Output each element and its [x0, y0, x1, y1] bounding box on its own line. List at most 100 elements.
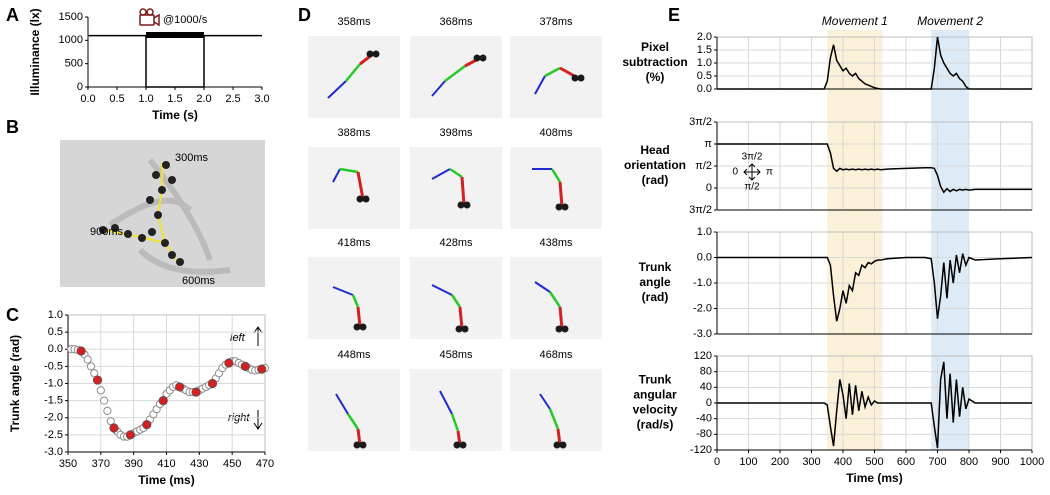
y-tick-label: 80 — [700, 366, 712, 378]
y-axis-title: (rad) — [642, 173, 669, 187]
frame-label: 378ms — [539, 16, 573, 28]
x-tick-label: 300 — [802, 456, 820, 468]
stick-segment — [456, 430, 462, 446]
frame-image — [410, 369, 502, 451]
body-blob — [555, 325, 563, 333]
y-tick-label: -1.0 — [693, 277, 712, 289]
y-axis-title: (%) — [646, 70, 665, 84]
frame-label: 468ms — [539, 349, 573, 361]
stick-segment — [346, 413, 360, 430]
recording-bar — [146, 32, 204, 38]
x-tick-label: 500 — [865, 456, 883, 468]
body-blob — [457, 201, 465, 209]
highlight-point — [125, 430, 135, 440]
stick-segment — [356, 428, 362, 446]
x-tick-label: 400 — [834, 456, 852, 468]
stick-segment — [534, 281, 551, 293]
y-tick-label: 0.5 — [48, 326, 63, 338]
body-blob — [356, 195, 364, 203]
y-tick-label: 0.0 — [48, 343, 63, 355]
body-blob — [455, 325, 463, 333]
frame-image — [410, 36, 502, 118]
highlight-point — [158, 396, 168, 406]
x-tick-label: 100 — [739, 456, 757, 468]
body-blob — [353, 323, 361, 331]
stick-segment — [356, 306, 362, 328]
y-tick-label: 0 — [706, 397, 712, 409]
y-axis-title: Pixel — [641, 40, 669, 54]
body-blob — [353, 441, 361, 449]
annotation: left — [230, 332, 246, 344]
x-axis-title: Time (s) — [152, 108, 198, 122]
x-tick-label: 2.0 — [196, 93, 211, 105]
highlight-point — [224, 358, 234, 368]
highlight-point — [240, 361, 250, 371]
body-blob — [571, 74, 579, 82]
body-blob — [359, 441, 367, 449]
body-blob — [372, 50, 380, 58]
y-tick-label: 0.0 — [697, 251, 712, 263]
y-tick-label: 0 — [77, 81, 83, 93]
x-tick-label: 2.5 — [225, 93, 240, 105]
y-tick-label: -2.5 — [44, 429, 63, 441]
body-blob — [453, 441, 461, 449]
stick-segment — [339, 167, 359, 174]
stick-segment — [431, 80, 446, 97]
y-tick-label: -40 — [696, 413, 712, 425]
y-tick-label: 1000 — [59, 34, 83, 46]
stick-segment — [548, 291, 562, 308]
y-axis-title: (rad/s) — [637, 418, 674, 432]
y-tick-label: 1500 — [59, 11, 83, 23]
highlight-point — [92, 375, 103, 385]
y-axis-title: angular — [633, 388, 677, 402]
x-axis-title: Time (ms) — [138, 473, 194, 487]
stick-segment — [439, 390, 453, 415]
body-blob — [461, 325, 469, 333]
frame-label: 448ms — [337, 349, 371, 361]
y-tick-label: π/2 — [695, 160, 712, 172]
stick-segment — [450, 294, 462, 308]
stick-segment — [332, 286, 354, 296]
highlight-point — [175, 382, 185, 392]
body-blob — [366, 50, 374, 58]
inset-label: 0 — [732, 167, 738, 178]
highlight-point — [142, 419, 152, 430]
stick-segment — [345, 63, 361, 82]
highlight-span — [827, 30, 883, 450]
highlight-point — [109, 423, 119, 433]
panel-label: B — [6, 117, 19, 137]
frame-image — [308, 36, 400, 118]
y-tick-label: 500 — [65, 58, 83, 70]
y-tick-label: 0.5 — [697, 70, 712, 82]
stick-segment — [558, 181, 564, 208]
panel-label: D — [298, 5, 311, 25]
y-tick-label: π — [704, 138, 712, 150]
stick-segment — [356, 171, 365, 200]
panel-label: A — [6, 5, 19, 25]
stick-segment — [450, 413, 460, 432]
panel-label: E — [668, 5, 680, 25]
stick-segment — [460, 176, 466, 206]
x-tick-label: 700 — [928, 456, 946, 468]
inset-label: π/2 — [744, 182, 760, 193]
stick-segment — [558, 306, 564, 330]
image-label: 900ms — [90, 226, 124, 238]
frame-image — [510, 147, 602, 229]
highlight-point — [76, 346, 86, 356]
stick-segment — [431, 168, 451, 180]
data-point — [96, 386, 105, 395]
y-tick-label: 2.0 — [697, 31, 712, 43]
y-tick-label: 40 — [700, 381, 712, 393]
frame-label: 438ms — [539, 237, 573, 249]
stick-segment — [458, 306, 464, 330]
y-tick-label: 1.0 — [697, 226, 712, 238]
y-axis-title: angle — [639, 275, 671, 289]
x-tick-label: 1.5 — [167, 93, 182, 105]
stick-segment — [534, 75, 546, 95]
x-tick-label: 450 — [223, 458, 241, 470]
stick-segment — [332, 168, 341, 183]
frame-label: 368ms — [439, 16, 473, 28]
body-blob — [359, 323, 367, 331]
y-tick-label: -80 — [696, 428, 712, 440]
